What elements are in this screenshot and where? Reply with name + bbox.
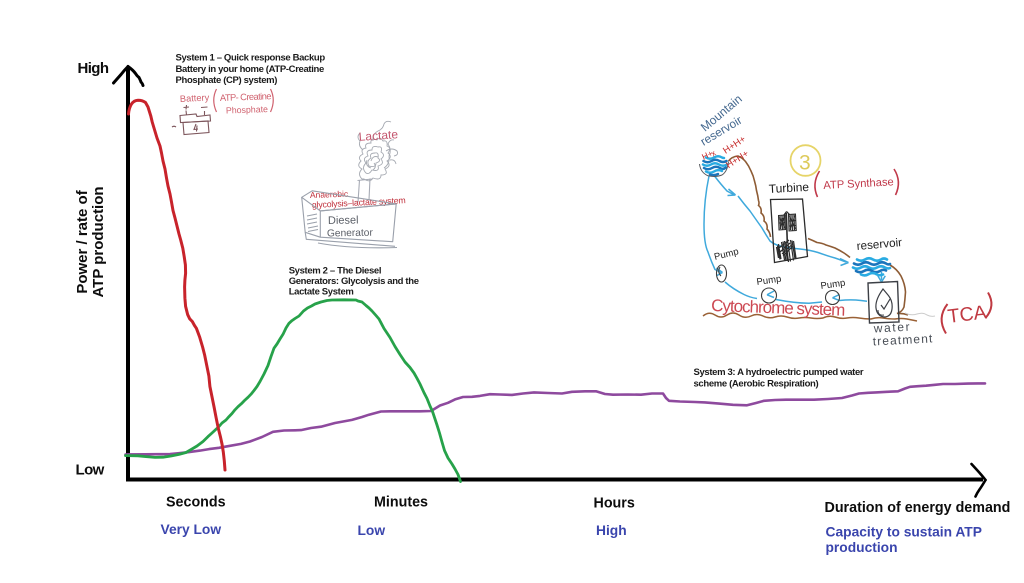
svg-text:High: High xyxy=(596,523,627,538)
svg-text:production: production xyxy=(826,540,898,555)
svg-text:ATP- Creatine: ATP- Creatine xyxy=(220,91,272,103)
svg-text:Battery: Battery xyxy=(180,92,210,104)
svg-text:scheme (Aerobic Respiration): scheme (Aerobic Respiration) xyxy=(694,378,819,389)
svg-text:High: High xyxy=(78,60,109,77)
svg-text:Battery in your home (ATP-Crea: Battery in your home (ATP-Creatine xyxy=(176,64,324,75)
svg-text:Cytochrome system: Cytochrome system xyxy=(711,296,846,320)
svg-text:Seconds: Seconds xyxy=(166,495,226,511)
svg-text:System 1 – Quick response Back: System 1 – Quick response Backup xyxy=(176,53,326,64)
svg-text:System 3: A hydroelectric pump: System 3: A hydroelectric pumped water xyxy=(694,367,864,378)
svg-text:treatment: treatment xyxy=(872,331,933,348)
svg-text:Minutes: Minutes xyxy=(374,495,428,511)
svg-text:glycolysis–lactate system: glycolysis–lactate system xyxy=(312,195,406,210)
svg-text:Phosphate: Phosphate xyxy=(226,104,268,115)
svg-text:TCA: TCA xyxy=(946,301,987,328)
svg-text:Capacity to sustain ATP: Capacity to sustain ATP xyxy=(826,525,982,540)
svg-text:Low: Low xyxy=(358,523,386,538)
svg-text:Lactate: Lactate xyxy=(358,127,399,144)
svg-text:Low: Low xyxy=(76,462,105,479)
svg-text:Hours: Hours xyxy=(594,496,635,512)
svg-text:water: water xyxy=(872,320,911,336)
svg-text:ATP Synthase: ATP Synthase xyxy=(823,176,894,192)
svg-text:Pump: Pump xyxy=(820,278,846,292)
svg-text:Power / rate of: Power / rate of xyxy=(74,189,91,293)
svg-text:System 2 – The Diesel: System 2 – The Diesel xyxy=(289,266,381,277)
svg-text:Anaerobic: Anaerobic xyxy=(310,189,349,200)
svg-text:3: 3 xyxy=(799,152,811,175)
svg-text:Diesel: Diesel xyxy=(328,214,359,227)
svg-text:x: x xyxy=(710,148,718,158)
svg-text:Turbine: Turbine xyxy=(768,180,809,196)
svg-text:Generators: Glycolysis and the: Generators: Glycolysis and the xyxy=(289,276,419,287)
svg-text:Generator: Generator xyxy=(327,228,374,240)
svg-text:Pump: Pump xyxy=(756,274,782,288)
svg-text:Duration of energy demand: Duration of energy demand xyxy=(825,500,1011,516)
svg-text:Lactate System: Lactate System xyxy=(289,286,354,297)
svg-text:Phosphate (CP) system): Phosphate (CP) system) xyxy=(176,75,278,86)
svg-text:ATP production: ATP production xyxy=(90,186,107,297)
svg-text:reservoir: reservoir xyxy=(856,236,903,253)
svg-text:Very Low: Very Low xyxy=(161,522,222,537)
svg-text:H+: H+ xyxy=(700,148,714,162)
